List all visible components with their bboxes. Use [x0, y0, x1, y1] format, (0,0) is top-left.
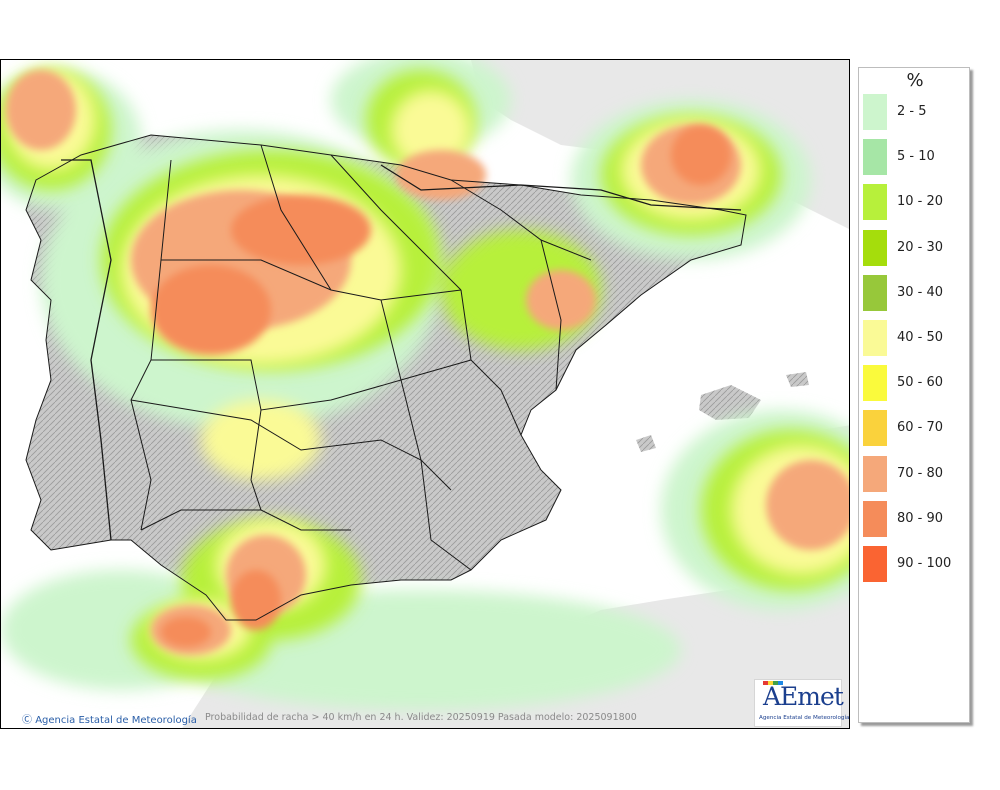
legend-item: 50 - 60	[863, 365, 967, 402]
logo-wordmark: AEmet	[763, 682, 844, 711]
country-borders	[61, 159, 742, 541]
legend-item: 30 - 40	[863, 274, 967, 311]
region-borders	[130, 144, 592, 571]
land-menorca	[786, 372, 809, 387]
legend-swatch	[863, 274, 887, 311]
legend-item: 10 - 20	[863, 184, 967, 221]
legend-swatch	[863, 546, 887, 582]
aemet-logo: AEmet Agencia Estatal de Meteorología	[754, 679, 849, 727]
legend-swatch	[863, 184, 887, 221]
legend-label: 5 - 10	[897, 149, 935, 165]
logo-subtitle: Agencia Estatal de Meteorología	[759, 715, 850, 721]
legend-item: 2 - 5	[863, 94, 967, 130]
logo-rainbow-bar	[763, 681, 783, 685]
legend-swatch	[863, 94, 887, 130]
land-mallorca	[699, 385, 761, 420]
legend-label: 60 - 70	[897, 420, 944, 436]
map-frame	[0, 59, 850, 729]
legend-title: %	[906, 70, 924, 91]
legend-label: 40 - 50	[897, 330, 944, 345]
legend: % 2 - 5 5 - 10 10 - 20 20 - 30 30 - 40 40 - 5…	[858, 67, 970, 723]
legend-label: 10 - 20	[897, 194, 944, 210]
probability-fields	[1, 60, 849, 710]
legend-item: 40 - 50	[863, 320, 967, 356]
legend-item: 80 - 90	[863, 500, 967, 537]
legend-item: 90 - 100	[863, 546, 967, 582]
legend-label: 90 - 100	[897, 556, 952, 571]
legend-swatch	[863, 229, 887, 266]
legend-label: 50 - 60	[897, 375, 944, 391]
credit-text: Agencia Estatal de Meteorología	[35, 715, 197, 726]
legend-label: 2 - 5	[897, 104, 927, 119]
map-description: Probabilidad de racha > 40 km/h en 24 h.…	[205, 712, 637, 723]
legend-item: 60 - 70	[863, 410, 967, 447]
legend-label: 80 - 90	[897, 510, 944, 526]
legend-label: 70 - 80	[897, 465, 944, 481]
legend-item: 20 - 30	[863, 229, 967, 266]
legend-swatch	[863, 410, 887, 447]
legend-swatch	[863, 455, 887, 492]
credit-label: Ⓒ Agencia Estatal de Meteorología	[22, 711, 197, 726]
legend-swatch	[863, 365, 887, 402]
copyright-icon: Ⓒ	[22, 715, 32, 726]
probability-map	[1, 60, 849, 728]
legend-swatch	[863, 500, 887, 537]
legend-item: 70 - 80	[863, 455, 967, 492]
legend-swatch	[863, 139, 887, 176]
legend-label: 30 - 40	[897, 284, 944, 300]
legend-swatch	[863, 320, 887, 356]
legend-item: 5 - 10	[863, 139, 967, 176]
land-ibiza	[636, 435, 656, 452]
legend-label: 20 - 30	[897, 239, 944, 255]
